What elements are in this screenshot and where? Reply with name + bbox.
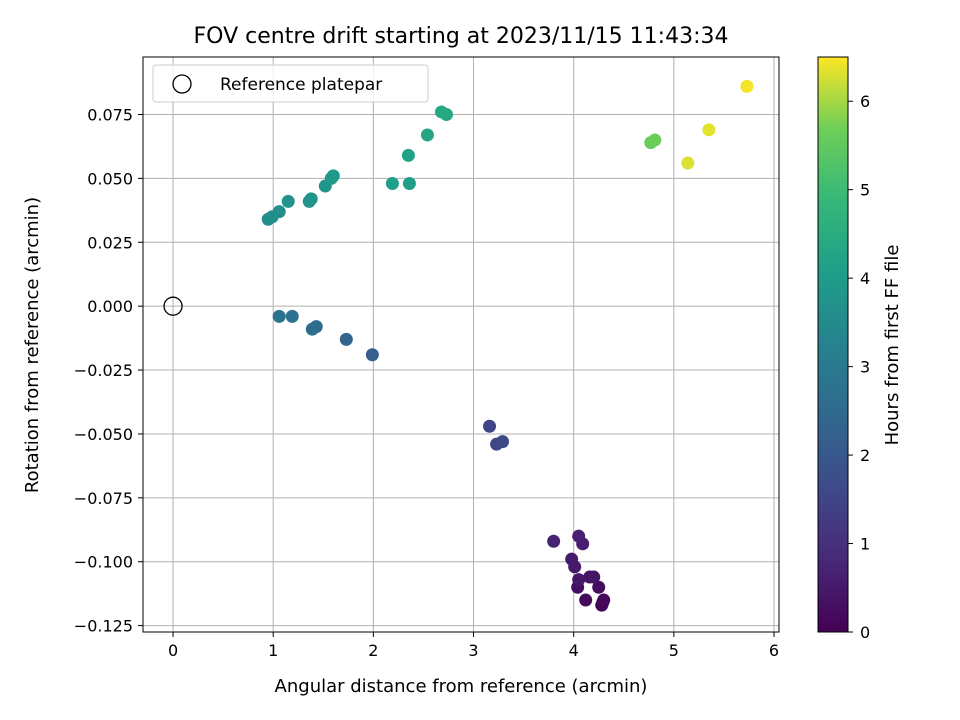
colorbar-tick-label: 1 (860, 535, 870, 554)
x-tick-label: 6 (769, 641, 779, 660)
y-tick-label: −0.075 (74, 489, 133, 508)
x-tick-label: 5 (669, 641, 679, 660)
colorbar-tick-label: 3 (860, 358, 870, 377)
reference-point-marker (163, 296, 183, 316)
data-point (385, 177, 399, 190)
data-point (401, 148, 415, 162)
data-point (420, 128, 434, 142)
data-point (648, 133, 662, 147)
data-point (365, 348, 379, 362)
legend-box (152, 64, 429, 103)
y-tick-label: −0.100 (74, 553, 133, 572)
legend: Reference platepar (152, 64, 429, 103)
y-axis-label: Rotation from reference (arcmin) (22, 197, 43, 493)
colorbar-tick-label: 4 (860, 269, 870, 288)
y-tick-label: 0.000 (87, 297, 133, 316)
colorbar-ticks: 0 1 2 3 4 5 6 (848, 92, 870, 642)
data-point (339, 332, 353, 346)
legend-reference-marker (172, 74, 192, 94)
data-point (304, 192, 318, 206)
grid (143, 57, 779, 632)
data-point (681, 156, 695, 170)
data-point (597, 593, 611, 607)
data-point (483, 419, 497, 433)
data-point (272, 205, 286, 219)
data-point (305, 322, 319, 336)
y-tick-label: 0.050 (87, 169, 133, 188)
data-point (702, 123, 716, 137)
scatter-points (163, 79, 754, 612)
x-tick-label: 0 (168, 641, 178, 660)
x-tick-label: 3 (468, 641, 478, 660)
colorbar-tick-label: 5 (860, 181, 870, 200)
colorbar-label: Hours from first FF file (882, 245, 903, 446)
data-point (572, 573, 586, 587)
legend-entry-reference: Reference platepar (220, 75, 382, 95)
data-point (547, 534, 561, 548)
colorbar-tick-label: 6 (860, 92, 870, 111)
x-tick-label: 2 (368, 641, 378, 660)
axes: 0 1 2 3 4 5 6 −0.125 −0.100 −0.075 −0.050 −0.025 0.0… (74, 56, 780, 660)
colorbar-gradient (817, 56, 849, 633)
data-point (326, 169, 340, 183)
x-tick-label: 1 (268, 641, 278, 660)
colorbar-tick-label: 2 (860, 446, 870, 465)
data-point (572, 529, 586, 543)
data-point (565, 552, 579, 566)
data-point (592, 580, 606, 594)
data-point (285, 309, 299, 323)
data-point (281, 194, 295, 208)
x-tick-label: 4 (569, 641, 579, 660)
y-tick-label: 0.075 (87, 106, 133, 125)
y-tick-label: 0.025 (87, 233, 133, 252)
colorbar: 0 1 2 3 4 5 6 Hours from first FF file (817, 56, 903, 642)
plot-frame (142, 56, 780, 633)
data-point (587, 570, 601, 584)
y-tick-label: −0.125 (74, 617, 133, 636)
data-point (496, 435, 510, 449)
x-axis-label: Angular distance from reference (arcmin) (275, 676, 648, 697)
y-tick-label: −0.025 (74, 361, 133, 380)
data-point (439, 108, 453, 121)
chart-title: FOV centre drift starting at 2023/11/15 … (194, 24, 729, 49)
data-point (272, 309, 286, 323)
colorbar-tick-label: 0 (860, 623, 870, 642)
data-point (740, 79, 754, 93)
data-point (402, 177, 416, 190)
data-point (579, 593, 593, 607)
y-tick-label: −0.050 (74, 425, 133, 444)
